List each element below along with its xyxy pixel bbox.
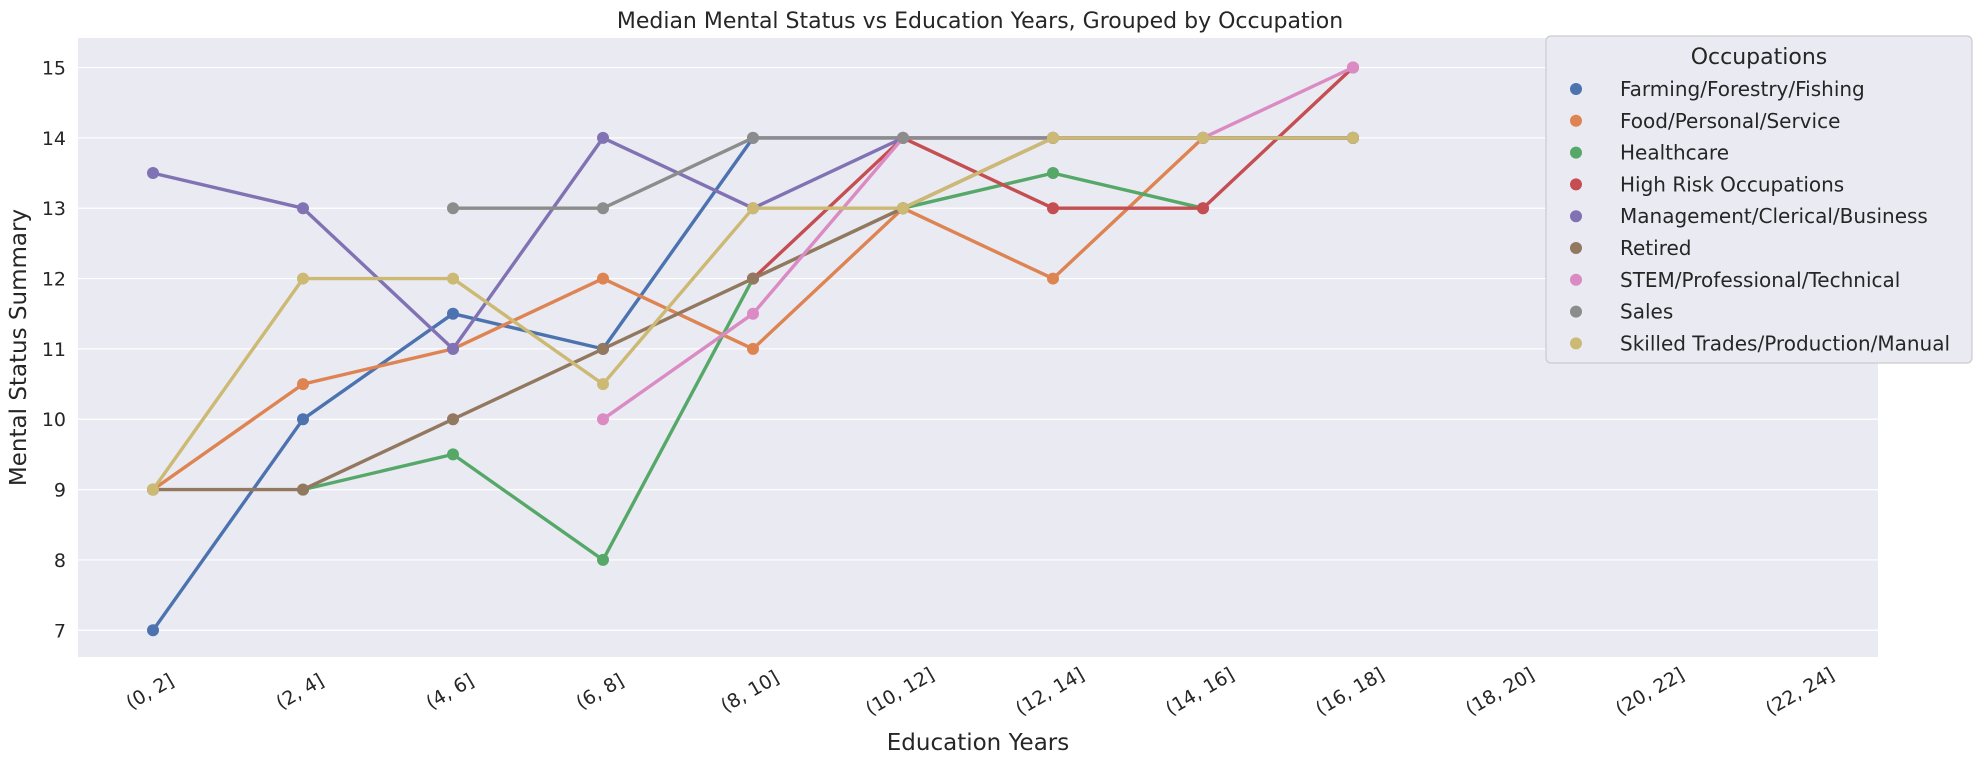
y-axis-label: Mental Status Summary [6, 209, 32, 486]
x-tick-label: (22, 24] [1762, 663, 1838, 720]
data-point [447, 342, 459, 355]
data-point [1047, 131, 1059, 144]
x-tick-label: (16, 18] [1312, 663, 1388, 720]
legend-label: Retired [1620, 236, 1691, 260]
x-tick-label: (14, 16] [1162, 663, 1238, 720]
legend-label: Management/Clerical/Business [1620, 204, 1928, 228]
legend-marker [1570, 146, 1582, 159]
y-tick-label: 11 [42, 339, 66, 361]
x-tick-label: (0, 2] [122, 670, 177, 715]
data-point [147, 167, 159, 180]
legend-marker [1570, 210, 1582, 223]
legend-label: Healthcare [1620, 141, 1729, 165]
data-point [597, 131, 609, 144]
y-tick-label: 7 [54, 620, 66, 642]
data-point [297, 483, 309, 496]
legend-marker [1570, 242, 1582, 254]
legend-marker [1570, 83, 1582, 95]
data-point [897, 131, 909, 144]
y-tick-label: 14 [42, 128, 66, 150]
data-point [1197, 131, 1209, 144]
data-point [897, 202, 909, 215]
data-point [447, 448, 459, 461]
legend-item: Management/Clerical/Business [1570, 204, 1928, 228]
x-tick-label: (2, 4] [272, 670, 327, 715]
legend-marker [1570, 337, 1582, 350]
x-axis-label: Education Years [887, 730, 1070, 756]
data-point [747, 131, 759, 144]
series-8 [147, 131, 1359, 496]
data-point [147, 624, 159, 637]
y-tick-label: 13 [42, 198, 66, 220]
y-tick-label: 8 [54, 550, 66, 572]
data-point [1347, 61, 1359, 74]
series-layer [147, 61, 1359, 637]
legend-label: Sales [1620, 300, 1673, 324]
data-point [597, 342, 609, 355]
legend-label: Skilled Trades/Production/Manual [1620, 331, 1950, 355]
data-point [1197, 202, 1209, 215]
x-tick-label: (8, 10] [717, 666, 783, 717]
x-tick-label: (10, 12] [862, 663, 938, 720]
data-point [747, 307, 759, 320]
data-point [297, 202, 309, 215]
data-point [747, 202, 759, 215]
legend-title: Occupations [1691, 45, 1828, 70]
legend-label: STEM/Professional/Technical [1620, 268, 1900, 292]
chart-title: Median Mental Status vs Education Years,… [617, 9, 1343, 34]
legend-item: Food/Personal/Service [1570, 109, 1840, 133]
data-point [597, 378, 609, 391]
data-point [447, 202, 459, 215]
legend-item: Skilled Trades/Production/Manual [1570, 331, 1950, 355]
data-point [297, 272, 309, 285]
data-point [147, 483, 159, 496]
data-point [597, 413, 609, 426]
legend-label: Food/Personal/Service [1620, 109, 1840, 133]
legend: Occupations Farming/Forestry/Fishing Food/… [1545, 35, 1973, 364]
legend-marker [1570, 305, 1582, 318]
data-point [297, 378, 309, 391]
data-point [597, 202, 609, 215]
data-point [297, 413, 309, 426]
legend-marker [1570, 273, 1582, 286]
y-tick-label: 10 [42, 409, 66, 431]
legend-item: Sales [1570, 300, 1673, 324]
x-tick-label: (18, 20] [1462, 663, 1538, 720]
legend-item: STEM/Professional/Technical [1570, 268, 1900, 292]
y-tick-label: 12 [42, 269, 66, 291]
legend-marker [1570, 178, 1582, 191]
legend-marker [1570, 114, 1582, 127]
legend-item: High Risk Occupations [1570, 172, 1844, 196]
data-point [1047, 167, 1059, 180]
legend-item: Farming/Forestry/Fishing [1570, 77, 1865, 101]
data-point [447, 413, 459, 426]
y-tick-label: 9 [54, 480, 66, 502]
x-tick-label: (4, 6] [422, 670, 477, 715]
x-tick-label: (6, 8] [572, 670, 627, 715]
data-point [597, 272, 609, 285]
data-point [597, 553, 609, 566]
data-point [447, 272, 459, 285]
x-tick-label: (20, 22] [1612, 663, 1688, 720]
data-point [447, 307, 459, 320]
data-point [747, 272, 759, 285]
legend-item: Healthcare [1570, 141, 1729, 165]
legend-item: Retired [1570, 236, 1691, 260]
y-tick-label: 15 [42, 58, 66, 80]
legend-label: Farming/Forestry/Fishing [1620, 77, 1865, 101]
legend-label: High Risk Occupations [1620, 172, 1844, 196]
legend-box [1545, 35, 1973, 364]
data-point [1047, 272, 1059, 285]
data-point [1047, 202, 1059, 215]
data-point [1347, 131, 1359, 144]
x-tick-label: (12, 14] [1012, 663, 1088, 720]
data-point [747, 342, 759, 355]
